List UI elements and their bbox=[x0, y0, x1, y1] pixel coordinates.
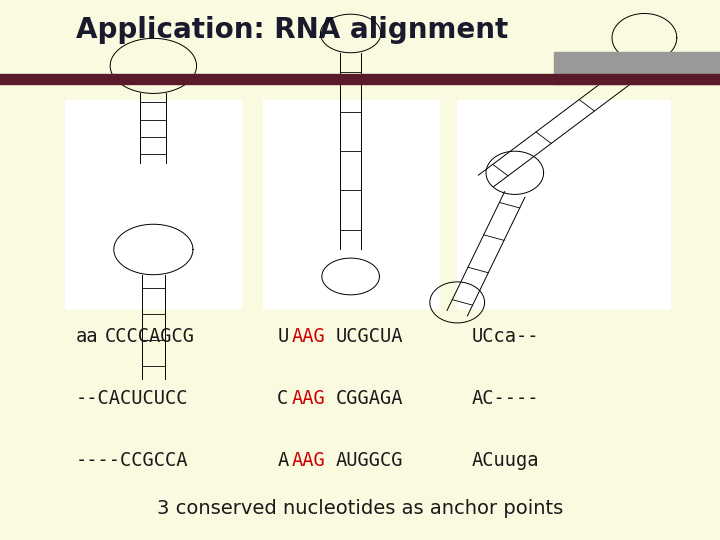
Text: CGGAGA: CGGAGA bbox=[336, 389, 402, 408]
Bar bbox=[0, 74, 720, 84]
Text: Application: RNA alignment: Application: RNA alignment bbox=[76, 16, 508, 44]
Text: U: U bbox=[277, 327, 289, 346]
Text: AAG: AAG bbox=[292, 451, 325, 470]
Text: AC----: AC---- bbox=[472, 389, 539, 408]
Text: AAG: AAG bbox=[292, 389, 325, 408]
Text: aa: aa bbox=[76, 327, 98, 346]
Text: 3 conserved nucleotides as anchor points: 3 conserved nucleotides as anchor points bbox=[157, 500, 563, 518]
Text: AAG: AAG bbox=[292, 327, 325, 346]
Text: ACuuga: ACuuga bbox=[472, 451, 539, 470]
Bar bbox=[554, 52, 720, 84]
Text: UCca--: UCca-- bbox=[472, 327, 539, 346]
Text: CCCCAGCG: CCCCAGCG bbox=[104, 327, 194, 346]
Bar bbox=[457, 100, 670, 308]
Bar bbox=[65, 100, 241, 308]
Bar bbox=[263, 100, 439, 308]
Text: C: C bbox=[277, 389, 289, 408]
Text: ----CCGCCA: ----CCGCCA bbox=[76, 451, 188, 470]
Text: AUGGCG: AUGGCG bbox=[336, 451, 402, 470]
Text: --CACUCUCC: --CACUCUCC bbox=[76, 389, 188, 408]
Text: UCGCUA: UCGCUA bbox=[336, 327, 402, 346]
Text: A: A bbox=[277, 451, 289, 470]
